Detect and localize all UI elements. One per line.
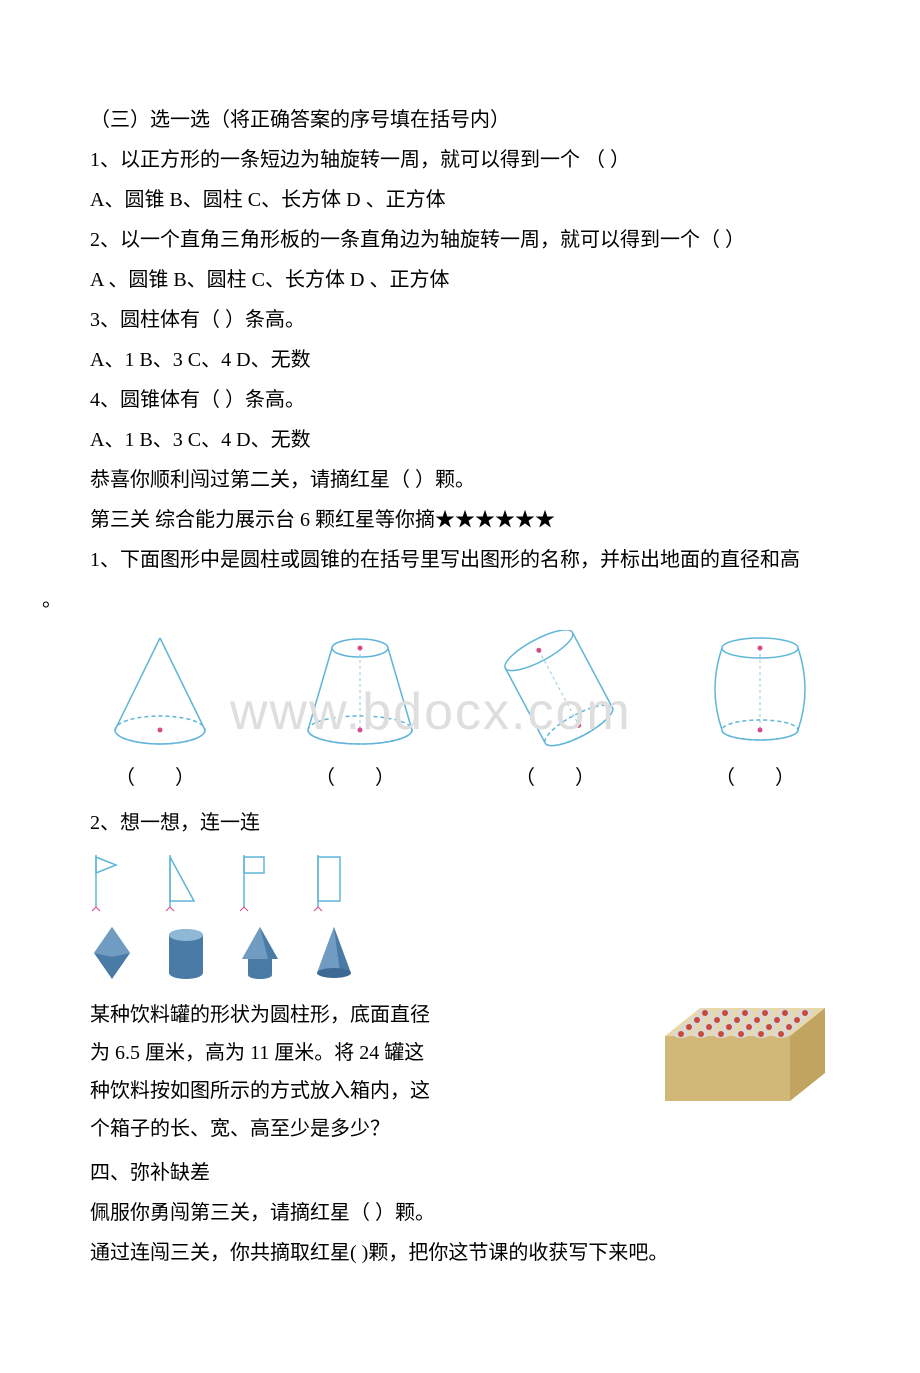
closing-line3: 通过连闯三关，你共摘取红星( )颗，把你这节课的收获写下来吧。 — [90, 1233, 830, 1273]
shape-label-4: （ ） — [690, 758, 830, 798]
closing-line2: 佩服你勇闯第三关，请摘红星（ ）颗。 — [90, 1193, 830, 1233]
flat-flag-triangle-icon — [90, 853, 126, 915]
stage3-q2: 2、想一想，连一连 — [90, 803, 830, 843]
solid-cylinder-icon — [164, 925, 208, 981]
shape-tilted-cylinder: （ ） — [490, 630, 630, 798]
stage3-q1-line2: 。 — [42, 580, 830, 620]
shape-label-2: （ ） — [290, 758, 430, 798]
q1-text: 1、以正方形的一条短边为轴旋转一周，就可以得到一个 （ ） — [90, 140, 830, 180]
flat-rect-icon — [312, 853, 348, 915]
solid-cone-on-cylinder-icon — [238, 925, 282, 981]
shape-label-3: （ ） — [490, 758, 630, 798]
word-problem: 某种饮料罐的形状为圆柱形，底面直径 为 6.5 厘米，高为 11 厘米。将 24… — [90, 996, 830, 1148]
flat-flag-rect-icon — [238, 853, 274, 915]
page-content: （三）选一选（将正确答案的序号填在括号内） 1、以正方形的一条短边为轴旋转一周，… — [0, 0, 920, 1373]
q4-options: A、1 B、3 C、4 D、无数 — [90, 420, 830, 460]
cone-icon — [105, 630, 215, 750]
q3-options: A、1 B、3 C、4 D、无数 — [90, 340, 830, 380]
q2-text: 2、以一个直角三角形板的一条直角边为轴旋转一周，就可以得到一个（ ） — [90, 220, 830, 260]
section3-congrats: 恭喜你顺利闯过第二关，请摘红星（ ）颗。 — [90, 460, 830, 500]
stage3-heading: 第三关 综合能力展示台 6 颗红星等你摘★★★★★★ — [90, 500, 830, 540]
q2-options: A 、圆锥 B、圆柱 C、长方体 D 、正方体 — [90, 260, 830, 300]
wp-line2: 为 6.5 厘米，高为 11 厘米。将 24 罐这 — [90, 1042, 424, 1064]
q3-text: 3、圆柱体有（ ）条高。 — [90, 300, 830, 340]
tilted-cylinder-icon — [490, 630, 630, 750]
q4-text: 4、圆锥体有（ ）条高。 — [90, 380, 830, 420]
shape-barrel: （ ） — [690, 630, 830, 798]
shape-label-1: （ ） — [90, 758, 230, 798]
wp-line4: 个箱子的长、宽、高至少是多少？ — [90, 1118, 390, 1140]
word-problem-text: 某种饮料罐的形状为圆柱形，底面直径 为 6.5 厘米，高为 11 厘米。将 24… — [90, 996, 625, 1148]
stage3-q1-line1: 1、下面图形中是圆柱或圆锥的在括号里写出图形的名称，并标出地面的直径和高 — [90, 540, 830, 580]
barrel-icon — [700, 630, 820, 750]
flat-triangle-icon — [164, 853, 200, 915]
box-of-cans-icon — [655, 996, 830, 1106]
frustum-icon — [295, 630, 425, 750]
connect-flat-shapes — [90, 853, 830, 915]
closing-line1: 四、弥补缺差 — [90, 1153, 830, 1193]
section3-heading: （三）选一选（将正确答案的序号填在括号内） — [90, 100, 830, 140]
solid-bicone-icon — [90, 925, 134, 981]
q1-options: A、圆锥 B、圆柱 C、长方体 D 、正方体 — [90, 180, 830, 220]
solid-cone-icon — [312, 925, 356, 981]
shapes-row: www.bdocx.com （ ） （ ） — [90, 630, 830, 798]
connect-solid-shapes — [90, 925, 830, 981]
wp-line3: 种饮料按如图所示的方式放入箱内，这 — [90, 1080, 430, 1102]
shape-cone: （ ） — [90, 630, 230, 798]
shape-frustum: （ ） — [290, 630, 430, 798]
wp-line1: 某种饮料罐的形状为圆柱形，底面直径 — [90, 1004, 430, 1026]
